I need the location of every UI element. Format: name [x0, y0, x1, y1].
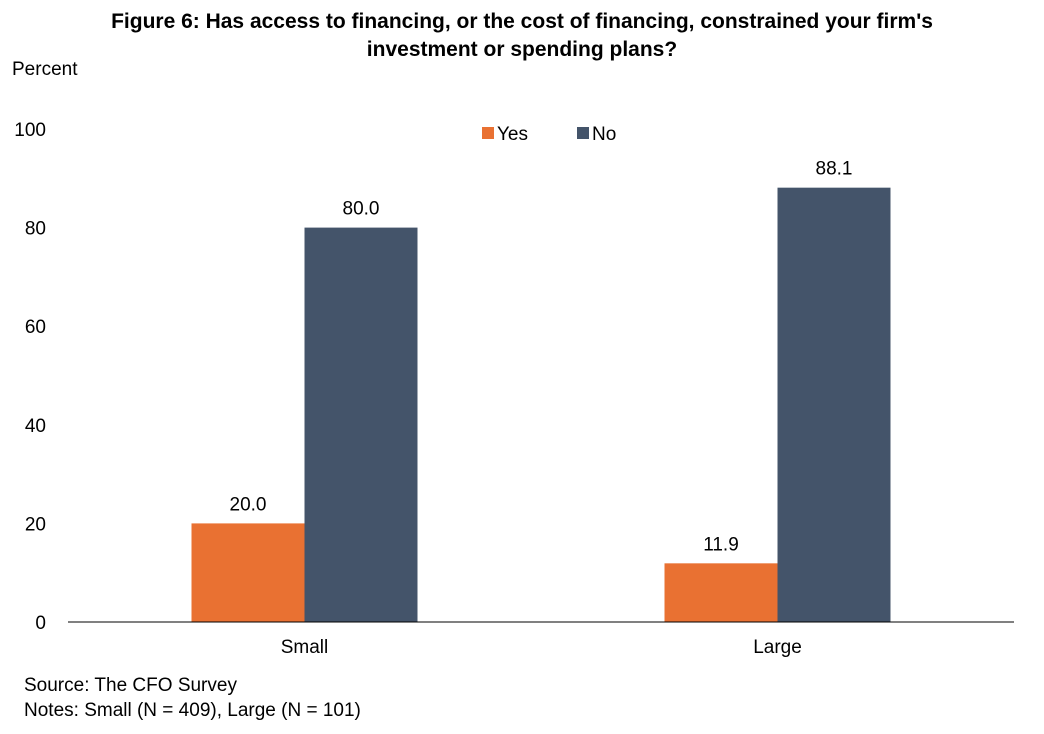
y-tick-label-20: 20: [25, 514, 46, 535]
bar-label-no-small: 80.0: [343, 199, 380, 220]
bar-label-no-large: 88.1: [816, 159, 853, 180]
x-axis-ticks: Small Large: [281, 637, 802, 658]
bar-yes-large: [664, 563, 778, 622]
y-tick-label-60: 60: [25, 317, 46, 338]
legend-swatch-yes: [482, 127, 494, 139]
legend-label-yes: Yes: [497, 124, 528, 145]
legend-swatch-no: [577, 127, 589, 139]
y-tick-label-0: 0: [35, 613, 46, 634]
y-tick-label-100: 100: [14, 120, 46, 141]
bar-no-large: [777, 187, 891, 623]
bar-no-small: [304, 227, 418, 622]
bar-yes-small: [191, 523, 305, 622]
legend: Yes No: [482, 124, 616, 145]
bar-label-yes-small: 20.0: [230, 494, 267, 515]
y-tick-label-40: 40: [25, 416, 46, 437]
chart-title-line-2: investment or spending plans?: [367, 38, 677, 61]
sample-size-note: Notes: Small (N = 409), Large (N = 101): [24, 700, 361, 721]
x-tick-label-small: Small: [281, 637, 329, 658]
x-tick-label-large: Large: [753, 637, 802, 658]
chart-title-line-1: Figure 6: Has access to financing, or th…: [111, 10, 933, 33]
y-tick-label-80: 80: [25, 219, 46, 240]
bars: [191, 187, 891, 623]
bar-label-yes-large: 11.9: [703, 534, 739, 555]
source-note: Source: The CFO Survey: [24, 675, 237, 696]
y-axis-ticks: 0 20 40 60 80 100: [14, 120, 46, 634]
bar-value-labels: 20.0 80.0 11.9 88.1: [230, 159, 853, 556]
y-axis-label: Percent: [12, 59, 78, 80]
legend-label-no: No: [592, 124, 616, 145]
